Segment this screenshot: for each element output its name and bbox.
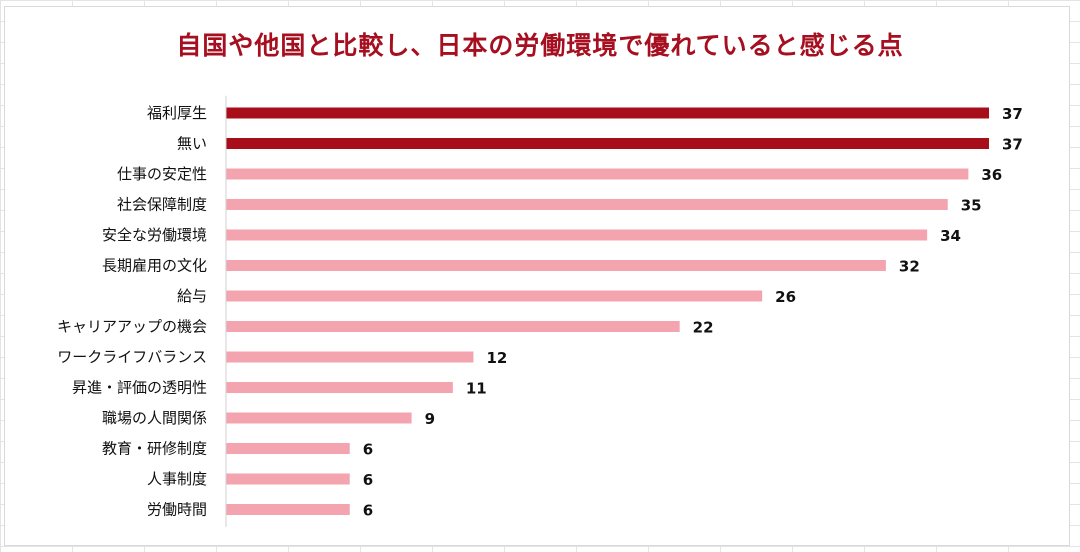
category-label: 仕事の安定性 xyxy=(117,165,207,183)
bar-5 xyxy=(226,260,886,271)
value-label: 6 xyxy=(363,471,373,489)
bar-12 xyxy=(226,473,350,485)
bar-7 xyxy=(226,321,680,332)
value-label: 32 xyxy=(899,258,920,276)
category-label: 職場の人間関係 xyxy=(102,409,207,427)
category-label: 教育・研修制度 xyxy=(102,440,207,458)
category-label: 社会保障制度 xyxy=(117,196,207,214)
category-label: 昇進・評価の透明性 xyxy=(72,379,207,397)
category-label: ワークライフバランス xyxy=(57,348,207,366)
bar-6 xyxy=(226,290,763,302)
category-label: 労働時間 xyxy=(147,501,207,519)
value-label: 6 xyxy=(363,441,373,459)
bar-1 xyxy=(226,138,989,149)
value-label: 6 xyxy=(363,502,373,520)
category-label: 安全な労働環境 xyxy=(102,226,207,244)
bar-10 xyxy=(226,412,412,424)
value-label: 37 xyxy=(1002,136,1023,154)
value-label: 9 xyxy=(425,410,435,428)
value-label: 11 xyxy=(466,380,487,398)
value-label: 34 xyxy=(940,227,961,245)
value-label: 12 xyxy=(486,349,507,367)
chart-area[interactable] xyxy=(4,6,1070,546)
category-label: 長期雇用の文化 xyxy=(102,257,207,275)
value-label: 22 xyxy=(693,319,714,337)
bar-3 xyxy=(226,199,948,210)
category-label: 福利厚生 xyxy=(147,104,207,122)
bar-11 xyxy=(226,443,350,454)
value-label: 26 xyxy=(775,288,796,306)
bar-2 xyxy=(226,168,969,180)
bar-4 xyxy=(226,229,928,241)
category-label: 無い xyxy=(177,135,207,153)
bar-13 xyxy=(226,504,350,515)
category-label: 給与 xyxy=(177,287,207,305)
value-label: 37 xyxy=(1002,105,1023,123)
category-label: 人事制度 xyxy=(147,470,207,488)
category-label: キャリアアップの機会 xyxy=(57,318,207,336)
value-label: 35 xyxy=(961,197,982,215)
bar-8 xyxy=(226,351,474,363)
bar-0 xyxy=(226,107,989,119)
chart-title: 自国や他国と比較し、日本の労働環境で優れていると感じる点 xyxy=(176,31,904,60)
bar-9 xyxy=(226,382,453,393)
value-label: 36 xyxy=(981,166,1002,184)
